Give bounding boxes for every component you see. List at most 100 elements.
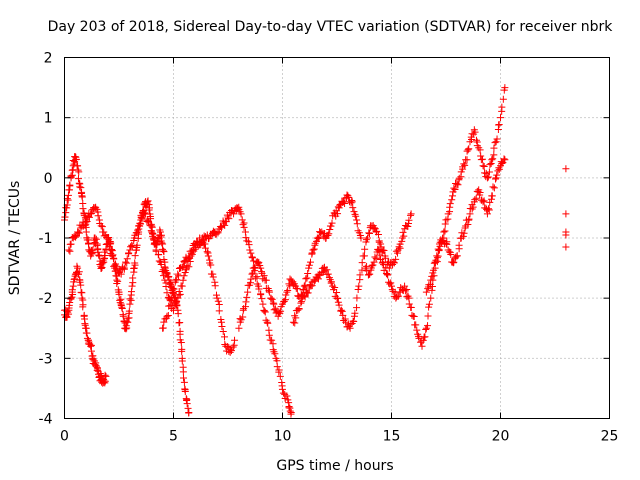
data-point [300, 282, 308, 290]
data-point [495, 165, 503, 173]
data-point [238, 216, 246, 224]
x-tick-label: 0 [60, 429, 69, 445]
data-point [425, 300, 433, 308]
data-point [237, 210, 245, 218]
data-point [327, 278, 335, 286]
data-point [392, 255, 400, 263]
data-point [245, 241, 253, 249]
data-point [138, 215, 146, 223]
data-point [144, 197, 152, 205]
data-point [224, 213, 232, 221]
data-point [440, 228, 448, 236]
y-tick-label: -1 [39, 231, 53, 247]
data-point [94, 212, 102, 220]
data-point [142, 210, 150, 218]
data-point [267, 294, 275, 302]
data-point [362, 236, 370, 244]
data-point [203, 248, 211, 256]
data-point [131, 259, 139, 267]
data-point [163, 312, 171, 320]
data-point [434, 245, 442, 253]
data-point [262, 276, 270, 284]
data-point [123, 318, 131, 326]
data-point [360, 252, 368, 260]
data-point [407, 211, 415, 219]
data-point [491, 139, 499, 147]
data-point [477, 152, 485, 160]
data-point [129, 274, 137, 282]
data-point [94, 248, 102, 256]
data-point [128, 282, 136, 290]
data-point [431, 258, 439, 266]
data-point [482, 169, 490, 177]
data-point [211, 282, 219, 290]
data-point [485, 206, 493, 214]
data-point [83, 329, 91, 337]
data-point [265, 288, 273, 296]
data-point [435, 247, 443, 255]
data-point [363, 267, 371, 275]
data-point [66, 182, 74, 190]
data-point [158, 239, 166, 247]
data-point [136, 219, 144, 227]
data-point [489, 155, 497, 163]
data-point [489, 183, 497, 191]
data-point [155, 251, 163, 259]
data-point [464, 146, 472, 154]
data-point [295, 305, 303, 313]
data-point [442, 239, 450, 247]
data-point [180, 374, 188, 382]
data-point [212, 291, 220, 299]
data-point [485, 168, 493, 176]
data-point [306, 258, 314, 266]
y-tick-label: 2 [44, 51, 53, 67]
data-point [430, 266, 438, 274]
data-point [488, 156, 496, 164]
data-point [271, 350, 279, 358]
data-point [188, 250, 196, 258]
data-point [125, 307, 133, 315]
data-point [162, 283, 170, 291]
data-point [449, 192, 457, 200]
data-point [143, 200, 151, 208]
data-point [365, 229, 373, 237]
data-point [255, 285, 263, 293]
data-point [242, 234, 250, 242]
data-point [201, 240, 209, 248]
data-point [486, 198, 494, 206]
data-point [459, 165, 467, 173]
data-point [497, 114, 504, 122]
data-point [85, 239, 93, 247]
data-point [257, 268, 265, 276]
data-point [165, 273, 173, 281]
data-point [302, 288, 310, 296]
data-point [483, 210, 491, 218]
data-point [341, 315, 349, 323]
data-point [255, 258, 263, 266]
data-point [374, 246, 382, 254]
data-point [450, 184, 458, 192]
data-point [500, 155, 508, 163]
data-point [278, 385, 286, 393]
data-point [353, 294, 361, 302]
data-point [146, 204, 154, 212]
data-point [427, 276, 435, 284]
data-point [390, 259, 398, 267]
data-point [159, 272, 167, 280]
data-point [388, 282, 395, 290]
data-point [97, 222, 105, 230]
data-point [471, 128, 479, 136]
data-point [440, 234, 448, 242]
data-point [348, 196, 356, 204]
data-point [373, 227, 381, 235]
data-point [459, 232, 467, 240]
data-point [334, 210, 342, 218]
data-point [455, 174, 463, 182]
data-point [334, 294, 342, 302]
data-point [229, 343, 237, 351]
data-point [399, 228, 407, 236]
data-point [488, 192, 496, 200]
data-point [495, 121, 503, 129]
data-point [257, 291, 265, 299]
data-point [79, 303, 87, 311]
